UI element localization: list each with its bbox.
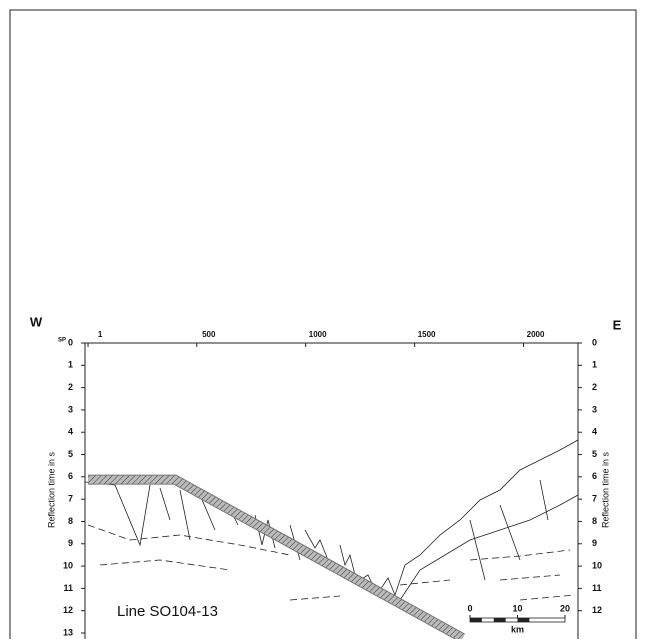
y2-tick-label: 1 <box>592 360 597 370</box>
y-tick-label: 2 <box>68 382 73 392</box>
annotation: Line SO104-13 <box>117 603 218 620</box>
y-tick-label: 8 <box>68 516 73 526</box>
reflectors <box>85 439 578 601</box>
y2-tick-label: 9 <box>592 538 597 548</box>
y2-tick-label: 6 <box>592 471 597 481</box>
scale-bar-label: 0 <box>467 603 472 613</box>
x-tick-label: 1 <box>98 330 103 339</box>
y2-tick-label: 7 <box>592 494 597 504</box>
x-axis-label: SP <box>58 338 66 344</box>
y-tick-label: 9 <box>68 538 73 548</box>
x-tick-label: 1000 <box>309 330 327 339</box>
scale-bar-label: 20 <box>560 603 570 613</box>
scale-bar-label: 10 <box>512 603 522 613</box>
y-tick-label: 4 <box>68 427 73 437</box>
scale-bar-segment <box>493 618 506 622</box>
y2-tick-label: 11 <box>592 583 602 593</box>
scale-bar-segment <box>517 618 530 622</box>
y-axis-label: Reflection time in s <box>46 451 56 528</box>
x-tick-label: 1500 <box>418 330 436 339</box>
y-tick-label: 10 <box>63 560 73 570</box>
y2-tick-label: 12 <box>592 605 602 615</box>
y-tick-label: 7 <box>68 494 73 504</box>
y-tick-label: 6 <box>68 471 73 481</box>
east-label: E <box>613 317 622 332</box>
west-label: W <box>30 314 43 329</box>
scale-bar-unit: km <box>511 624 524 634</box>
y2-tick-label: 3 <box>592 404 597 414</box>
slab-hatch <box>88 475 465 642</box>
scale-bar-segment <box>470 618 482 622</box>
y2-tick-label: 5 <box>592 449 597 459</box>
y2-tick-label: 10 <box>592 560 602 570</box>
y-tick-label: 13 <box>63 627 73 637</box>
y2-axis-label: Reflection time in s <box>600 451 610 528</box>
x-tick-label: 500 <box>202 330 216 339</box>
plot-frame <box>84 342 579 644</box>
frame <box>9 9 637 644</box>
x-tick-label: 2000 <box>527 330 545 339</box>
y-tick-label: 1 <box>68 360 73 370</box>
y2-tick-label: 8 <box>592 516 597 526</box>
y-tick-label: 12 <box>63 605 73 615</box>
y-tick-label: 11 <box>63 583 73 593</box>
y-tick-label: 3 <box>68 404 73 414</box>
y-tick-label: 0 <box>68 337 73 347</box>
y2-tick-label: 4 <box>592 427 597 437</box>
y-tick-label: 5 <box>68 449 73 459</box>
y2-tick-label: 2 <box>592 382 597 392</box>
y2-tick-label: 0 <box>592 337 597 347</box>
